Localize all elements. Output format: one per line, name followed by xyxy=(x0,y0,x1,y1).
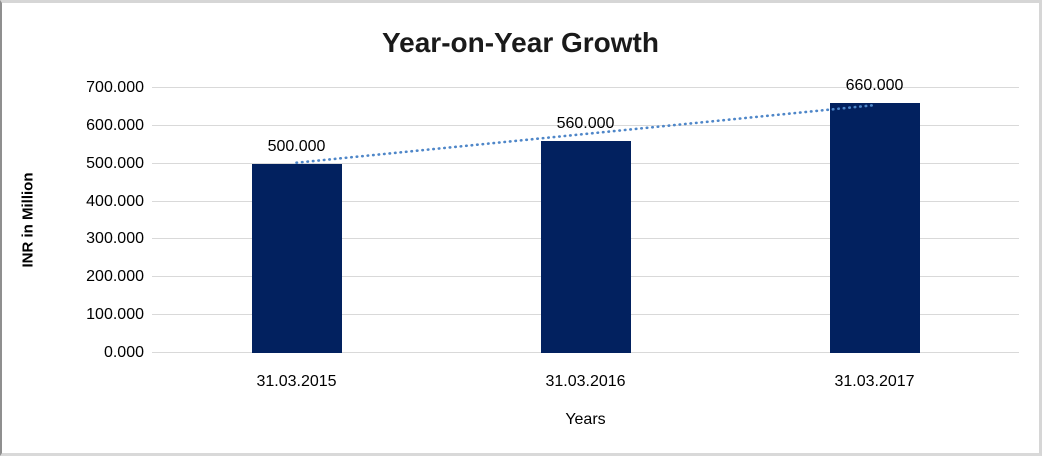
x-axis-tick-label: 31.03.2015 xyxy=(256,373,337,390)
y-axis-tick-label: 300.000 xyxy=(86,230,144,248)
y-axis-tick-label: 600.000 xyxy=(86,116,144,134)
data-label: 660.000 xyxy=(845,77,904,95)
chart-title: Year-on-Year Growth xyxy=(382,27,659,58)
x-axis-tick-label: 31.03.2016 xyxy=(545,373,626,390)
x-axis-title: Years xyxy=(565,411,606,428)
x-axis-tick-label: 31.03.2017 xyxy=(834,373,915,390)
bar xyxy=(540,141,631,353)
y-axis-tick-label: 700.000 xyxy=(86,79,144,96)
y-axis-tick-label: 100.000 xyxy=(86,306,144,324)
data-label: 560.000 xyxy=(556,115,615,132)
y-axis-tick-label: 400.000 xyxy=(86,192,144,210)
bar xyxy=(829,103,920,353)
gridline xyxy=(152,87,1019,88)
y-axis-tick-label: 0.000 xyxy=(103,344,144,361)
bar xyxy=(251,163,342,353)
data-label: 500.000 xyxy=(267,137,326,155)
y-axis-title: INR in Million xyxy=(19,172,37,268)
y-axis-tick-label: 200.000 xyxy=(86,268,144,286)
y-axis-tick-label: 500.000 xyxy=(86,154,144,172)
